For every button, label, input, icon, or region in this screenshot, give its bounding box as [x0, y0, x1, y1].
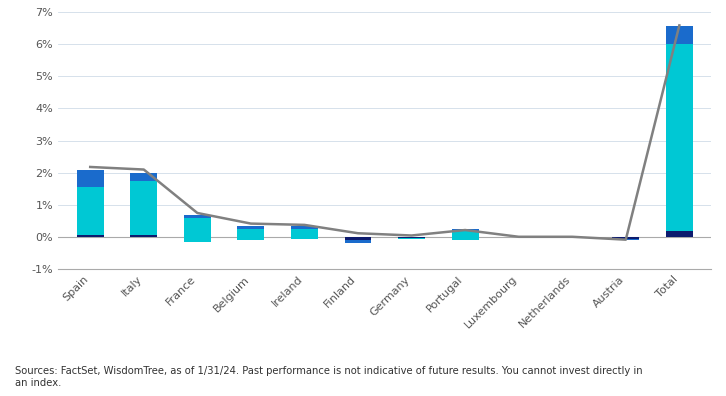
- Bar: [345, 237, 372, 242]
- Bar: [237, 226, 264, 229]
- Bar: [291, 229, 318, 239]
- Bar: [398, 237, 425, 239]
- Bar: [131, 173, 157, 181]
- Bar: [613, 237, 639, 239]
- Bar: [452, 229, 478, 230]
- Bar: [613, 239, 639, 240]
- Bar: [452, 229, 478, 240]
- Bar: [666, 44, 693, 230]
- Bar: [131, 181, 157, 236]
- Bar: [77, 187, 104, 236]
- Bar: [131, 236, 157, 237]
- Bar: [237, 237, 264, 240]
- Bar: [77, 169, 104, 187]
- Bar: [452, 237, 478, 240]
- Bar: [666, 27, 693, 44]
- Bar: [184, 215, 211, 218]
- Bar: [77, 236, 104, 237]
- Bar: [184, 237, 211, 242]
- Bar: [184, 215, 211, 242]
- Bar: [345, 240, 372, 243]
- Bar: [291, 237, 318, 239]
- Bar: [666, 230, 693, 237]
- Bar: [237, 229, 264, 240]
- Text: Sources: FactSet, WisdomTree, as of 1/31/24. Past performance is not indicative : Sources: FactSet, WisdomTree, as of 1/31…: [15, 366, 642, 388]
- Bar: [345, 240, 372, 242]
- Bar: [398, 238, 425, 239]
- Bar: [291, 226, 318, 229]
